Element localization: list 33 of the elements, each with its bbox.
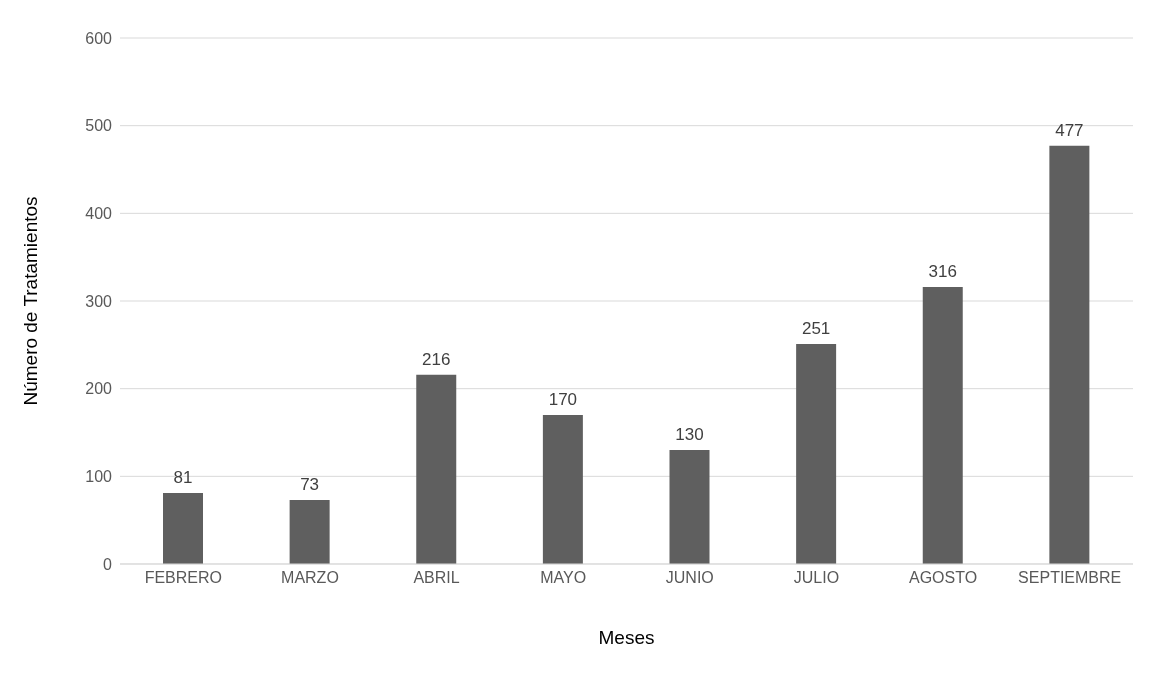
x-tick-label: JULIO: [793, 569, 840, 587]
data-label: 216: [422, 349, 451, 369]
data-label: 251: [801, 318, 831, 338]
data-label: 316: [928, 261, 957, 281]
bar: [796, 343, 837, 564]
x-tick-label: AGOSTO: [908, 569, 978, 587]
data-label: 477: [1055, 120, 1084, 140]
bar: [542, 414, 583, 564]
x-tick-label: SEPTIEMBRE: [1018, 569, 1122, 587]
bar: [1049, 145, 1090, 564]
x-tick-label: MAYO: [540, 569, 587, 587]
x-tick-label: ABRIL: [413, 569, 460, 587]
x-tick-label: JUNIO: [665, 569, 714, 587]
y-tick-label: 300: [85, 292, 113, 310]
bar: [922, 286, 963, 564]
bar: [669, 450, 710, 564]
x-tick-label: MARZO: [281, 569, 339, 587]
y-axis-title: Número de Tratamientos: [19, 196, 41, 406]
data-label: 73: [300, 475, 320, 494]
data-label: 170: [548, 389, 578, 409]
y-tick-label: 600: [85, 29, 113, 47]
y-tick-label: 500: [85, 117, 113, 135]
x-axis-title: Meses: [598, 627, 655, 648]
data-label: 81: [173, 467, 193, 487]
y-tick-label: 200: [85, 380, 113, 398]
bar: [163, 492, 203, 564]
y-tick-label: 100: [85, 468, 113, 486]
y-tick-label: 0: [103, 555, 113, 573]
y-tick-label: 400: [85, 205, 113, 223]
data-label: 130: [675, 425, 704, 445]
bar: [416, 374, 457, 564]
x-tick-label: FEBRERO: [144, 569, 222, 587]
bar: [289, 500, 330, 564]
